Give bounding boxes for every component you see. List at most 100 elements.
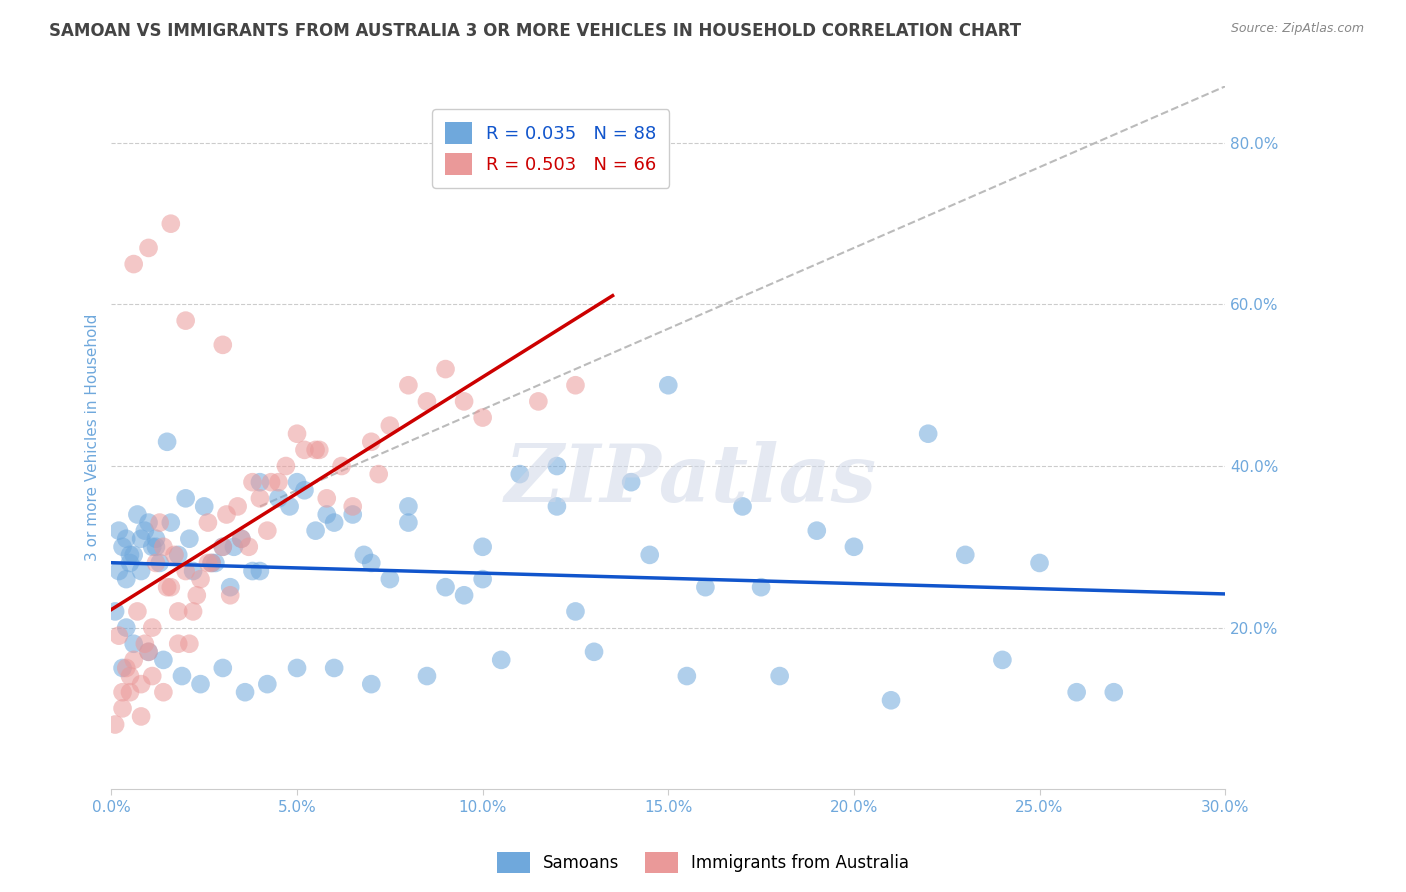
Legend: R = 0.035   N = 88, R = 0.503   N = 66: R = 0.035 N = 88, R = 0.503 N = 66 (432, 110, 669, 188)
Point (201, 556, 224, 570)
Point (546, 500, 568, 514)
Point (152, 685, 174, 699)
Point (294, 483, 316, 498)
Point (453, 394, 475, 409)
Point (991, 653, 1014, 667)
Point (416, 394, 439, 409)
Point (122, 653, 145, 667)
Point (152, 653, 174, 667)
Point (118, 548, 141, 562)
Point (769, 669, 792, 683)
Point (620, 475, 643, 490)
Point (564, 378, 586, 392)
Point (676, 669, 699, 683)
Point (156, 434, 179, 449)
Text: Source: ZipAtlas.com: Source: ZipAtlas.com (1230, 22, 1364, 36)
Point (416, 669, 439, 683)
Point (149, 516, 172, 530)
Point (242, 564, 264, 578)
Point (138, 645, 160, 659)
Point (917, 426, 939, 441)
Point (190, 677, 212, 691)
Point (149, 556, 172, 570)
Y-axis label: 3 or more Vehicles in Household: 3 or more Vehicles in Household (86, 314, 100, 561)
Point (249, 491, 271, 506)
Point (115, 532, 138, 546)
Point (360, 434, 382, 449)
Point (222, 540, 245, 554)
Point (156, 580, 179, 594)
Point (145, 540, 167, 554)
Point (129, 677, 152, 691)
Point (193, 500, 215, 514)
Point (304, 524, 326, 538)
Text: ZIPatlas: ZIPatlas (505, 442, 876, 518)
Point (219, 588, 242, 602)
Point (122, 637, 145, 651)
Point (167, 637, 190, 651)
Point (134, 524, 156, 538)
Point (315, 491, 337, 506)
Point (1028, 556, 1050, 570)
Point (145, 556, 167, 570)
Point (842, 540, 865, 554)
Point (806, 524, 828, 538)
Point (129, 564, 152, 578)
Point (134, 637, 156, 651)
Point (509, 467, 531, 482)
Point (231, 532, 253, 546)
Point (167, 548, 190, 562)
Point (238, 540, 260, 554)
Point (115, 572, 138, 586)
Point (211, 661, 233, 675)
Point (174, 313, 197, 327)
Point (138, 516, 160, 530)
Point (111, 685, 134, 699)
Text: SAMOAN VS IMMIGRANTS FROM AUSTRALIA 3 OR MORE VEHICLES IN HOUSEHOLD CORRELATION : SAMOAN VS IMMIGRANTS FROM AUSTRALIA 3 OR… (49, 22, 1021, 40)
Point (122, 257, 145, 271)
Point (955, 548, 977, 562)
Point (174, 564, 197, 578)
Point (330, 458, 353, 473)
Point (323, 516, 346, 530)
Point (145, 532, 167, 546)
Point (583, 645, 606, 659)
Point (315, 508, 337, 522)
Point (129, 532, 152, 546)
Point (378, 572, 401, 586)
Point (152, 540, 174, 554)
Point (111, 540, 134, 554)
Point (141, 540, 163, 554)
Point (434, 580, 457, 594)
Point (360, 677, 382, 691)
Point (201, 556, 224, 570)
Point (489, 653, 512, 667)
Point (546, 458, 568, 473)
Point (141, 669, 163, 683)
Point (118, 556, 141, 570)
Point (749, 580, 772, 594)
Point (434, 362, 457, 376)
Point (215, 508, 238, 522)
Point (231, 532, 253, 546)
Point (274, 458, 297, 473)
Point (111, 701, 134, 715)
Point (179, 532, 201, 546)
Point (471, 410, 494, 425)
Point (657, 378, 679, 392)
Point (453, 588, 475, 602)
Point (267, 475, 290, 490)
Point (256, 524, 278, 538)
Point (111, 661, 134, 675)
Point (396, 500, 419, 514)
Point (127, 604, 149, 618)
Point (471, 572, 494, 586)
Point (159, 580, 181, 594)
Point (278, 500, 301, 514)
Point (174, 491, 197, 506)
Point (249, 564, 271, 578)
Point (304, 442, 326, 457)
Point (197, 556, 219, 570)
Point (285, 475, 308, 490)
Point (197, 516, 219, 530)
